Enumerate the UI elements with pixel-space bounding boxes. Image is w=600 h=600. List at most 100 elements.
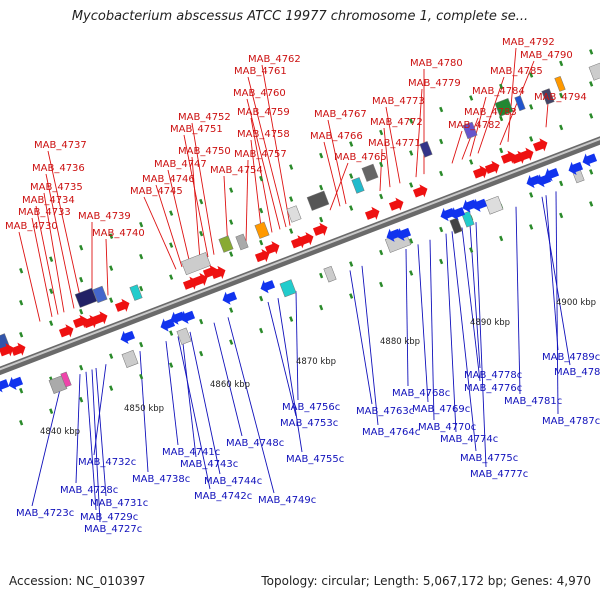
gene-leader-line bbox=[261, 64, 291, 226]
gene-leader-line bbox=[507, 47, 517, 142]
track-dot bbox=[49, 320, 54, 326]
feature-block bbox=[323, 265, 337, 283]
gene-leader-line bbox=[35, 205, 59, 315]
forward-gene-arrow bbox=[484, 160, 500, 174]
reverse-gene-arrow bbox=[170, 311, 186, 325]
track-dot bbox=[589, 49, 594, 55]
track-dot bbox=[589, 81, 594, 87]
gene-label-reverse: MAB_4742c bbox=[194, 491, 252, 502]
gene-label-reverse: MAB_4749c bbox=[258, 495, 316, 506]
gene-leader-line bbox=[181, 334, 197, 458]
feature-block bbox=[176, 327, 192, 345]
reverse-gene-arrow bbox=[544, 168, 560, 182]
reverse-gene-arrow bbox=[0, 379, 10, 393]
reverse-gene-arrow bbox=[160, 318, 176, 332]
track-dot bbox=[529, 72, 534, 78]
gene-label-forward: MAB_4740 bbox=[92, 228, 145, 239]
track-dot bbox=[379, 161, 384, 168]
gene-label-reverse: MAB_4738c bbox=[132, 474, 190, 485]
gene-leader-line bbox=[327, 119, 347, 205]
feature-block bbox=[254, 221, 270, 239]
feature-block bbox=[462, 121, 478, 140]
reverse-gene-arrow bbox=[8, 376, 24, 390]
gene-leader-line bbox=[213, 322, 243, 437]
gene-label-reverse: MAB_4753c bbox=[280, 418, 338, 429]
accession-text: Accession: NC_010397 bbox=[9, 574, 146, 588]
feature-block bbox=[419, 141, 433, 158]
track-dot bbox=[259, 327, 264, 334]
gene-label-forward: MAB_4760 bbox=[233, 88, 286, 99]
kbp-tick-label: 4900 kbp bbox=[556, 298, 596, 308]
feature-block bbox=[181, 252, 211, 276]
forward-gene-arrow bbox=[388, 197, 404, 211]
gene-label-reverse: MAB_4748c bbox=[226, 438, 284, 449]
track-dot bbox=[319, 304, 324, 311]
gene-label-forward: MAB_4785 bbox=[490, 66, 543, 77]
feature-block bbox=[541, 88, 555, 105]
gene-label-reverse: MAB_4763c bbox=[356, 406, 414, 417]
track-dot bbox=[499, 115, 504, 122]
gene-leader-line bbox=[246, 98, 281, 230]
track-dot bbox=[499, 147, 504, 154]
gene-label-forward: MAB_4752 bbox=[178, 112, 231, 123]
gene-label-reverse: MAB_4727c bbox=[84, 524, 142, 535]
gene-label-forward: MAB_4792 bbox=[502, 37, 555, 48]
track-dot bbox=[319, 216, 324, 223]
gene-leader-line bbox=[227, 317, 275, 494]
forward-gene-arrow bbox=[92, 311, 108, 325]
gene-label-forward: MAB_4746 bbox=[142, 174, 195, 185]
forward-gene-arrow bbox=[0, 343, 14, 357]
gene-leader-line bbox=[183, 134, 209, 258]
gene-leader-line bbox=[445, 233, 457, 433]
feature-block bbox=[121, 349, 139, 368]
gene-label-forward: MAB_4779 bbox=[408, 78, 461, 89]
track-dot bbox=[379, 193, 384, 200]
gene-label-reverse: MAB_4764c bbox=[362, 427, 420, 438]
feature-block bbox=[361, 163, 379, 182]
feature-block bbox=[60, 371, 72, 388]
track-dot bbox=[289, 316, 294, 322]
gene-label-reverse: MAB_4744c bbox=[204, 476, 262, 487]
track-dot bbox=[379, 249, 384, 256]
track-dot bbox=[409, 182, 414, 188]
kbp-tick-label: 4840 kbp bbox=[40, 427, 80, 437]
gene-label-reverse: MAB_4786c bbox=[554, 367, 600, 378]
track-dot bbox=[319, 272, 324, 279]
track-dot bbox=[499, 235, 504, 242]
gene-leader-line bbox=[541, 196, 571, 366]
gene-leader-line bbox=[545, 102, 549, 128]
feature-block bbox=[306, 190, 330, 211]
gene-leader-line bbox=[155, 184, 183, 268]
reverse-gene-arrow bbox=[568, 161, 584, 175]
track-dot bbox=[109, 297, 114, 303]
track-dot bbox=[259, 175, 264, 182]
track-dot bbox=[319, 152, 324, 159]
gene-leader-line bbox=[379, 148, 383, 191]
forward-gene-arrow bbox=[500, 150, 516, 164]
gene-label-forward: MAB_4730 bbox=[5, 221, 58, 232]
gene-leader-line bbox=[475, 222, 487, 468]
track-dot bbox=[469, 159, 474, 165]
track-dot bbox=[349, 173, 354, 179]
gene-leader-line bbox=[323, 141, 341, 207]
gene-leader-line bbox=[85, 371, 97, 511]
gene-label-reverse: MAB_4774c bbox=[440, 434, 498, 445]
track-dot bbox=[439, 226, 444, 233]
gene-leader-line bbox=[451, 231, 477, 452]
track-dot bbox=[559, 180, 564, 187]
track-dot bbox=[439, 106, 444, 113]
gene-leader-line bbox=[361, 265, 379, 426]
reverse-gene-arrow bbox=[582, 153, 598, 167]
track-dot bbox=[529, 136, 534, 142]
gene-leader-line bbox=[469, 224, 481, 369]
gene-label-reverse: MAB_4756c bbox=[282, 402, 340, 413]
track-dot bbox=[229, 187, 234, 193]
gene-label-forward: MAB_4794 bbox=[534, 92, 587, 103]
track-dot bbox=[559, 92, 564, 99]
track-dot bbox=[49, 408, 54, 414]
track-dot bbox=[349, 205, 354, 211]
track-dot bbox=[79, 364, 84, 371]
track-dot bbox=[169, 274, 174, 280]
track-dot bbox=[409, 238, 414, 244]
